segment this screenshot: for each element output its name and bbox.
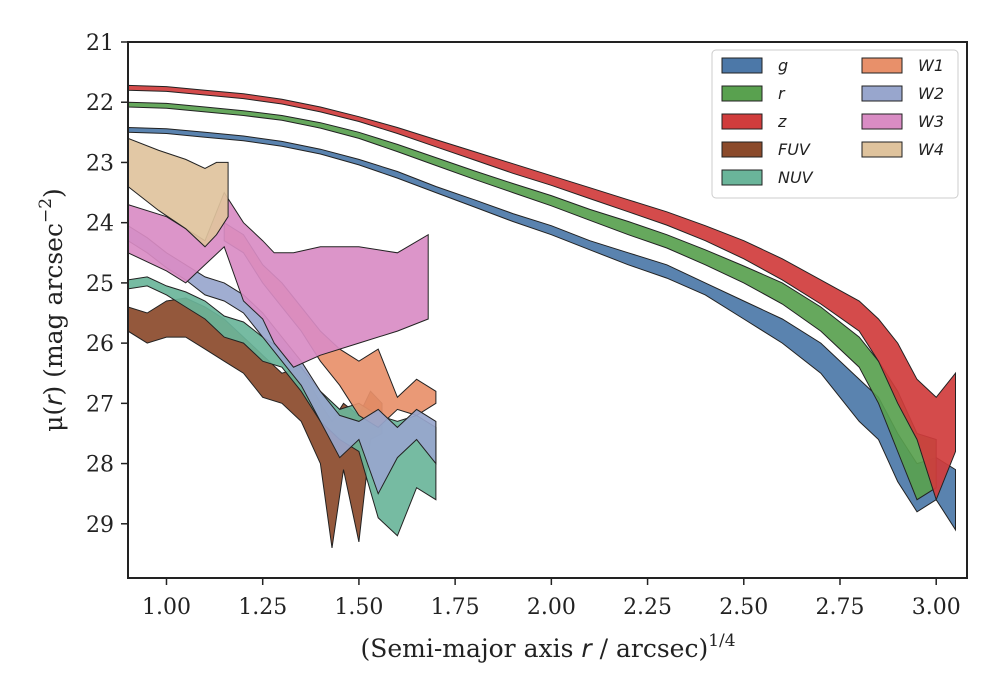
x-tick-label: 1.75 [431, 595, 480, 620]
x-tick-label: 3.00 [912, 595, 961, 620]
y-axis-label: μ(r) (mag arcsec−2) [36, 188, 68, 432]
y-tick-label: 29 [86, 513, 114, 538]
legend-swatch-g [721, 57, 763, 74]
legend-label-nuv: NUV [778, 168, 814, 187]
x-tick-label: 2.25 [623, 595, 672, 620]
legend-label-r: r [778, 84, 786, 103]
legend-swatch-nuv [721, 169, 763, 186]
legend-label-w4: W4 [918, 140, 944, 159]
x-axis-label: (Semi-major axis r / arcsec)1/4 [360, 631, 735, 663]
legend: grz FUV NUV W1 W2 W3 W4 [711, 49, 959, 199]
legend-label-g: g [778, 56, 788, 75]
legend-label-w1: W1 [918, 56, 944, 75]
x-tick-label: 2.00 [527, 595, 576, 620]
data-bands [128, 84, 956, 548]
legend-label-w3: W3 [918, 112, 944, 131]
legend-label-z: z [777, 112, 787, 131]
band-w4 [128, 137, 229, 248]
band-w3 [128, 191, 429, 368]
legend-swatch-w1 [861, 57, 903, 74]
y-tick-label: 28 [86, 453, 114, 478]
x-tick-label: 2.50 [719, 595, 768, 620]
y-axis: 21 22 23 24 25 26 27 28 29 [86, 31, 128, 538]
plot-frame [127, 41, 968, 579]
y-tick-label: 27 [86, 392, 114, 417]
band-nuv [128, 276, 437, 537]
y-tick-label: 23 [86, 151, 114, 176]
legend-label-fuv: FUV [778, 140, 811, 159]
legend-swatch-r [721, 85, 763, 102]
x-tick-label: 1.50 [334, 595, 383, 620]
legend-swatch-w4 [861, 141, 903, 158]
legend-label-w2: W2 [918, 84, 944, 103]
y-tick-label: 25 [86, 272, 114, 297]
legend-swatch-fuv [721, 141, 763, 158]
x-tick-label: 1.00 [142, 595, 191, 620]
legend-swatch-z [721, 113, 763, 130]
band-w2 [128, 225, 437, 495]
y-tick-label: 22 [86, 91, 114, 116]
y-tick-label: 26 [86, 332, 114, 357]
legend-swatch-w3 [861, 113, 903, 130]
x-tick-label: 2.75 [816, 595, 865, 620]
x-axis: 1.00 1.25 1.50 1.75 2.00 2.25 2.50 2.75 3.00 [142, 578, 961, 620]
legend-swatch-w2 [861, 85, 903, 102]
y-tick-label: 24 [86, 212, 114, 237]
x-tick-label: 1.25 [238, 595, 287, 620]
band-g [128, 126, 956, 532]
band-z [128, 84, 956, 502]
y-tick-label: 21 [86, 31, 114, 56]
